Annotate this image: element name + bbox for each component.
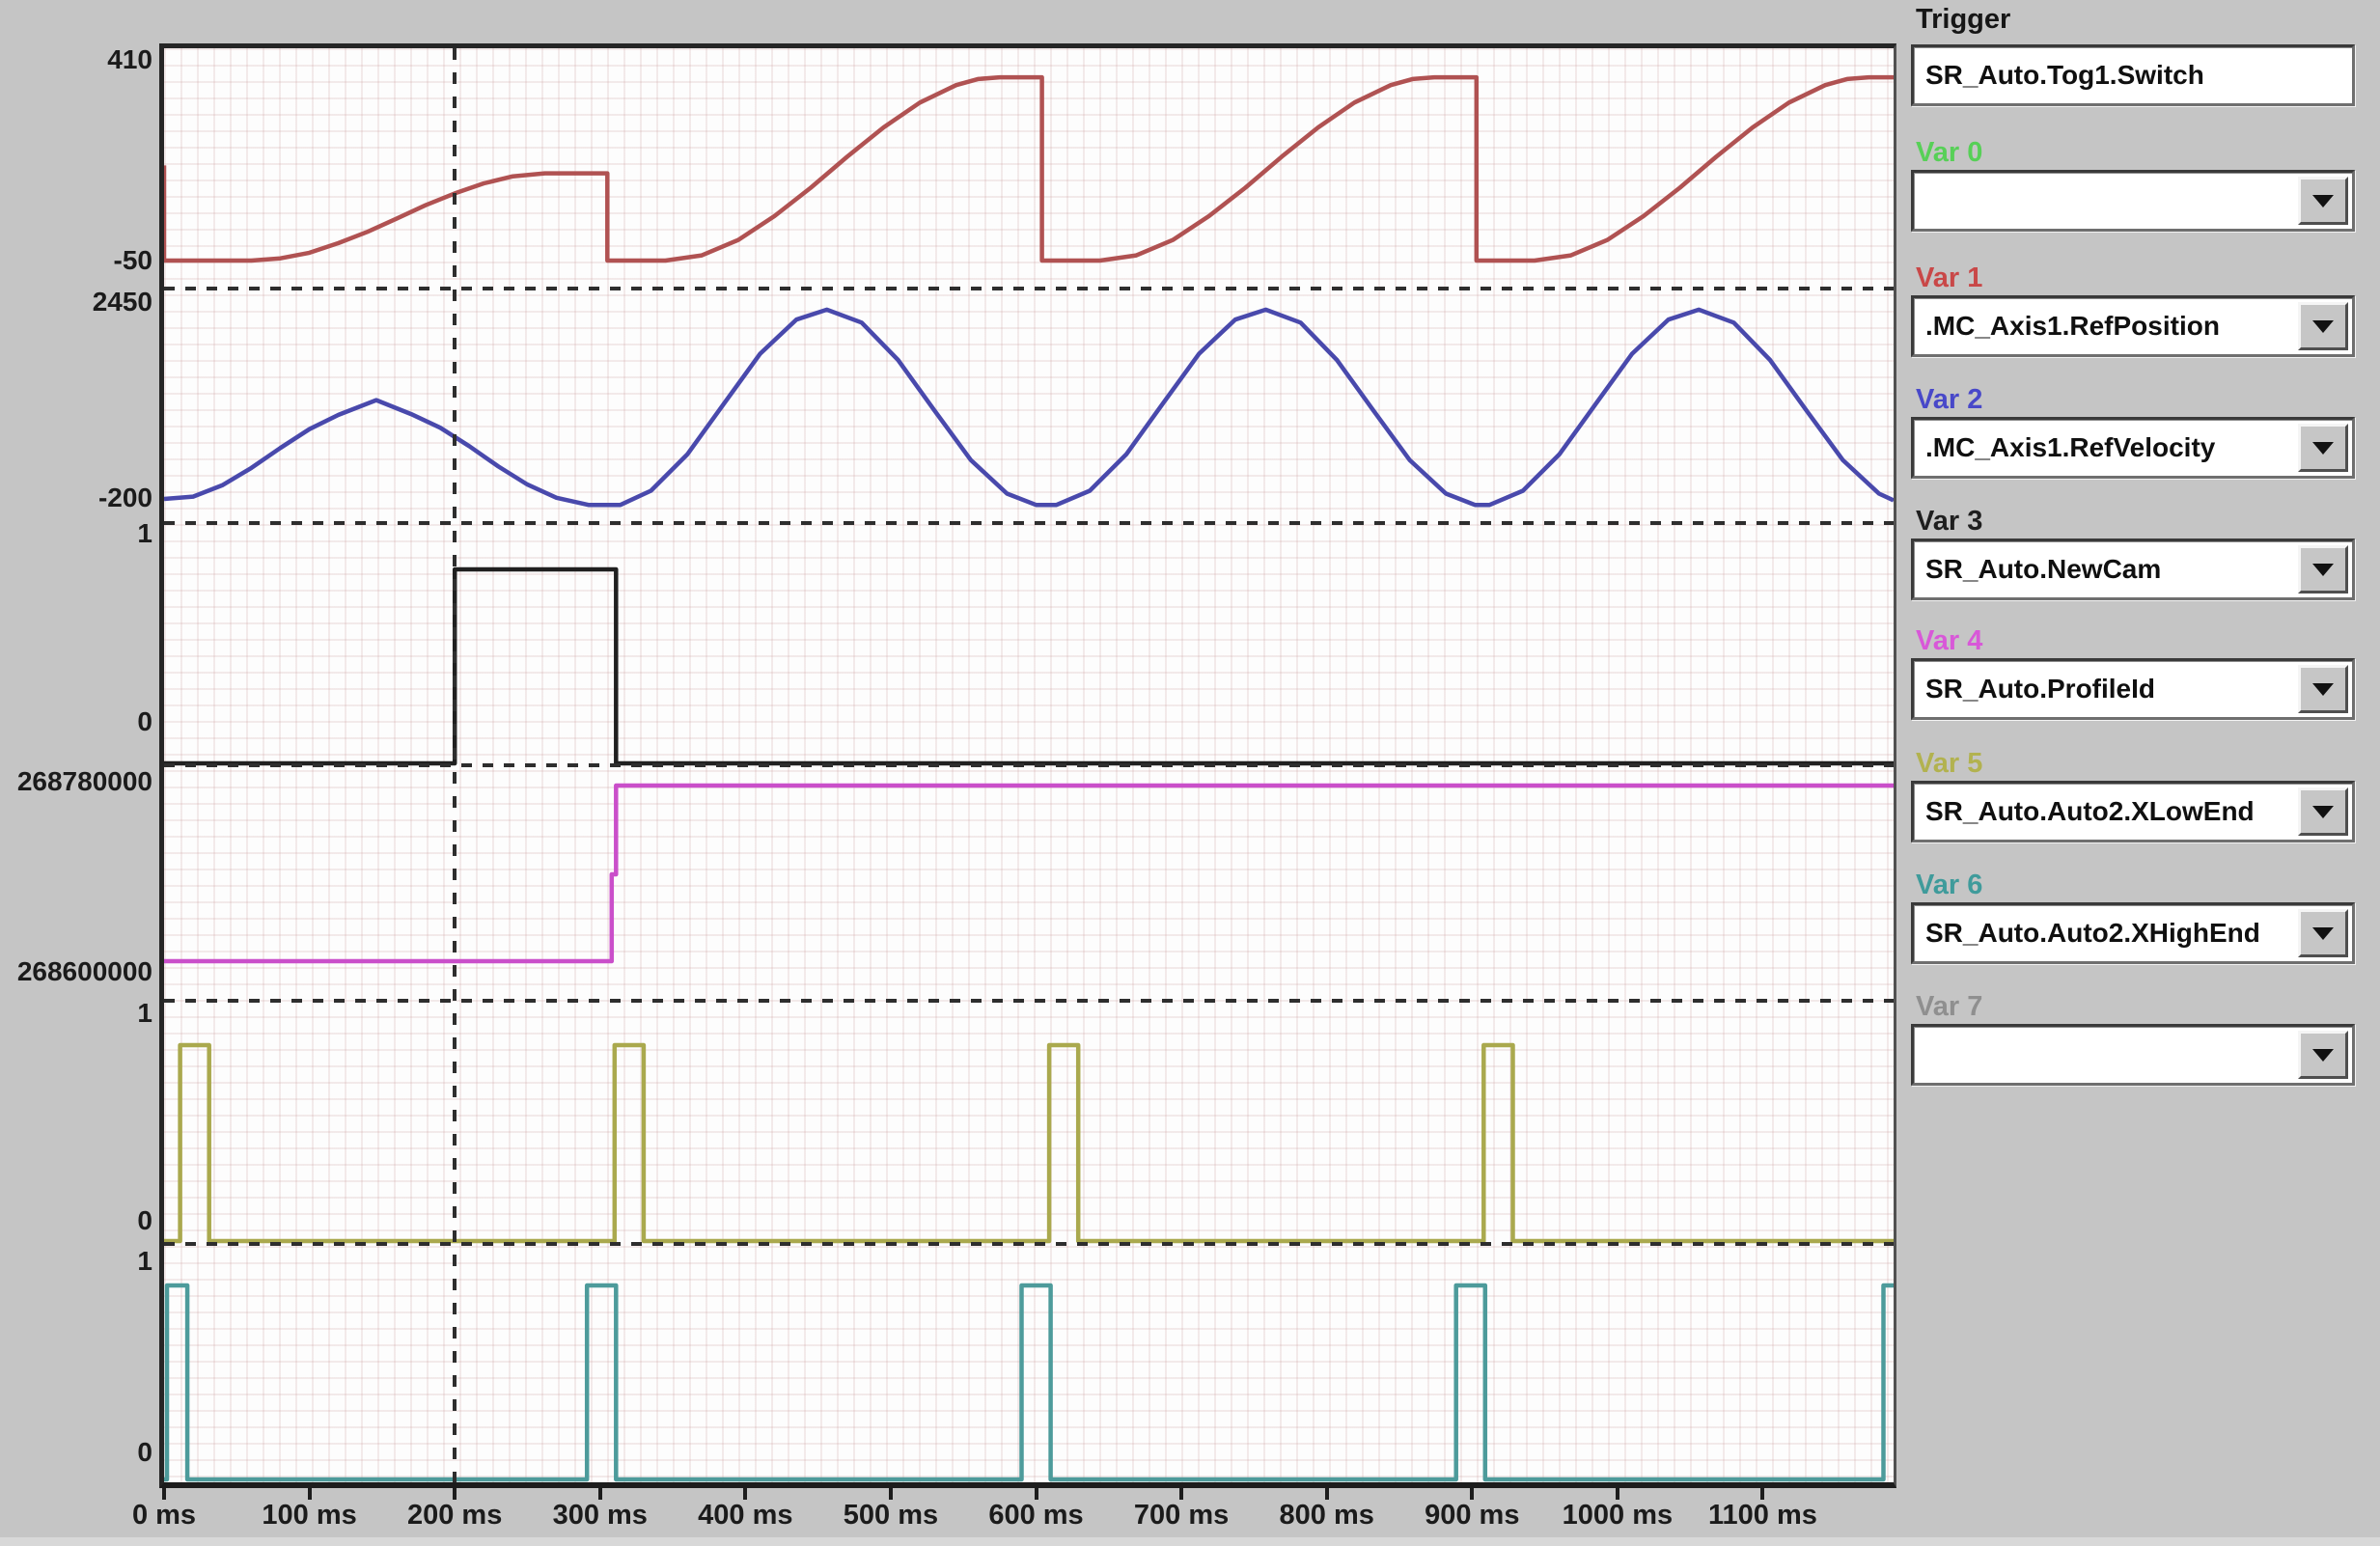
chevron-down-icon <box>2312 927 2334 940</box>
x-axis-tick-label: 300 ms <box>552 1500 648 1531</box>
y-axis-max-label-pane-0: 410 <box>107 44 152 74</box>
trace-sr-auto-profileid <box>164 783 1894 964</box>
var-1-selected-value: .MC_Axis1.RefPosition <box>1925 311 2220 341</box>
pane-separator-3 <box>164 999 1894 1003</box>
x-axis-tick-label: 1100 ms <box>1708 1500 1817 1531</box>
x-axis-tick <box>1615 1488 1619 1500</box>
trigger-cursor-line[interactable] <box>453 48 457 1482</box>
trace-plot-frame <box>159 43 1896 1488</box>
var-0-combobox[interactable] <box>1911 170 2355 232</box>
trace--mc-axis1-refposition <box>164 74 1894 263</box>
x-axis-tick-label: 100 ms <box>262 1500 357 1531</box>
trigger-value: SR_Auto.Tog1.Switch <box>1925 60 2204 90</box>
chevron-down-icon <box>2312 806 2334 818</box>
x-axis-tick <box>1324 1488 1329 1500</box>
trace-plot-canvas <box>164 48 1894 1482</box>
x-axis-tick <box>1179 1488 1184 1500</box>
y-axis-max-label-pane-1: 2450 <box>92 287 152 317</box>
var-2-selected-value: .MC_Axis1.RefVelocity <box>1925 432 2216 462</box>
trigger-label: Trigger <box>1916 4 2011 35</box>
chevron-down-icon <box>2312 1049 2334 1062</box>
y-axis-max-label-pane-3: 268780000 <box>16 766 152 796</box>
x-axis-tick-label: 700 ms <box>1133 1500 1230 1531</box>
x-axis-tick-label: 1000 ms <box>1562 1500 1674 1531</box>
x-axis-tick <box>162 1488 166 1500</box>
var-1-combobox[interactable]: .MC_Axis1.RefPosition <box>1911 295 2355 357</box>
x-axis-tick <box>1034 1488 1038 1500</box>
var-6-dropdown-button[interactable] <box>2298 909 2348 957</box>
x-axis-tick <box>597 1488 602 1500</box>
x-axis-tick <box>1470 1488 1475 1500</box>
y-axis-max-label-pane-5: 1 <box>137 1246 152 1276</box>
var-3-dropdown-button[interactable] <box>2298 545 2348 594</box>
var-7-dropdown-button[interactable] <box>2298 1031 2348 1079</box>
var-7-combobox[interactable] <box>1911 1024 2355 1086</box>
y-axis-min-label-pane-4: 0 <box>137 1205 152 1235</box>
chevron-down-icon <box>2312 320 2334 333</box>
var-1-dropdown-button[interactable] <box>2298 302 2348 350</box>
y-axis-max-label-pane-4: 1 <box>137 998 152 1028</box>
var-6-label: Var 6 <box>1916 870 1983 900</box>
var-4-label: Var 4 <box>1916 625 1983 656</box>
chevron-down-icon <box>2312 564 2334 576</box>
var-3-label: Var 3 <box>1916 506 1983 537</box>
var-0-dropdown-button[interactable] <box>2298 177 2348 225</box>
var-5-dropdown-button[interactable] <box>2298 787 2348 836</box>
pane-separator-1 <box>164 521 1894 525</box>
x-axis-tick <box>453 1488 457 1500</box>
y-axis-min-label-pane-1: -200 <box>97 483 152 512</box>
chevron-down-icon <box>2312 683 2334 696</box>
x-axis-tick-label: 900 ms <box>1425 1500 1520 1531</box>
var-3-selected-value: SR_Auto.NewCam <box>1925 554 2162 584</box>
chevron-down-icon <box>2312 195 2334 207</box>
x-axis-tick-label: 500 ms <box>843 1500 939 1531</box>
window-bottom-edge <box>0 1537 2380 1546</box>
var-4-selected-value: SR_Auto.ProfileId <box>1925 674 2156 704</box>
x-axis-tick-label: 400 ms <box>698 1500 793 1531</box>
y-axis-max-label-pane-2: 1 <box>137 518 152 548</box>
x-axis-tick <box>743 1488 748 1500</box>
var-5-label: Var 5 <box>1916 748 1983 779</box>
var-4-dropdown-button[interactable] <box>2298 665 2348 713</box>
x-axis-tick-label: 600 ms <box>988 1500 1084 1531</box>
x-axis-tick <box>888 1488 893 1500</box>
var-0-selected-value <box>1925 173 2294 229</box>
trace-sr-auto-auto2-xlowend <box>164 1042 1894 1244</box>
pane-separator-0 <box>164 287 1894 290</box>
trace-sr-auto-auto2-xhighend <box>164 1283 1894 1482</box>
var-2-label: Var 2 <box>1916 384 1983 415</box>
var-7-label: Var 7 <box>1916 991 1983 1022</box>
var-3-combobox[interactable]: SR_Auto.NewCam <box>1911 538 2355 600</box>
y-axis-min-label-pane-3: 268600000 <box>16 956 152 986</box>
x-axis-tick <box>1760 1488 1765 1500</box>
y-axis-min-label-pane-5: 0 <box>137 1437 152 1467</box>
x-axis-tick-label: 0 ms <box>131 1500 197 1531</box>
trace--mc-axis1-refvelocity <box>164 307 1894 508</box>
trigger-input[interactable]: SR_Auto.Tog1.Switch <box>1911 44 2355 106</box>
var-7-selected-value <box>1925 1027 2294 1083</box>
var-2-dropdown-button[interactable] <box>2298 424 2348 472</box>
pane-separator-4 <box>164 1242 1894 1246</box>
x-axis-tick-label: 800 ms <box>1279 1500 1374 1531</box>
var-1-label: Var 1 <box>1916 262 1983 293</box>
var-5-selected-value: SR_Auto.Auto2.XLowEnd <box>1925 796 2255 826</box>
y-axis-min-label-pane-2: 0 <box>137 706 152 736</box>
var-5-combobox[interactable]: SR_Auto.Auto2.XLowEnd <box>1911 781 2355 842</box>
x-axis-tick <box>307 1488 312 1500</box>
trace-sr-auto-newcam <box>164 566 1894 766</box>
var-2-combobox[interactable]: .MC_Axis1.RefVelocity <box>1911 417 2355 479</box>
pane-separator-2 <box>164 763 1894 767</box>
x-axis-tick-label: 200 ms <box>406 1500 503 1531</box>
chevron-down-icon <box>2312 442 2334 455</box>
var-6-selected-value: SR_Auto.Auto2.XHighEnd <box>1925 918 2260 948</box>
var-0-label: Var 0 <box>1916 137 1983 168</box>
var-4-combobox[interactable]: SR_Auto.ProfileId <box>1911 658 2355 720</box>
var-6-combobox[interactable]: SR_Auto.Auto2.XHighEnd <box>1911 902 2355 964</box>
y-axis-min-label-pane-0: -50 <box>113 245 152 275</box>
